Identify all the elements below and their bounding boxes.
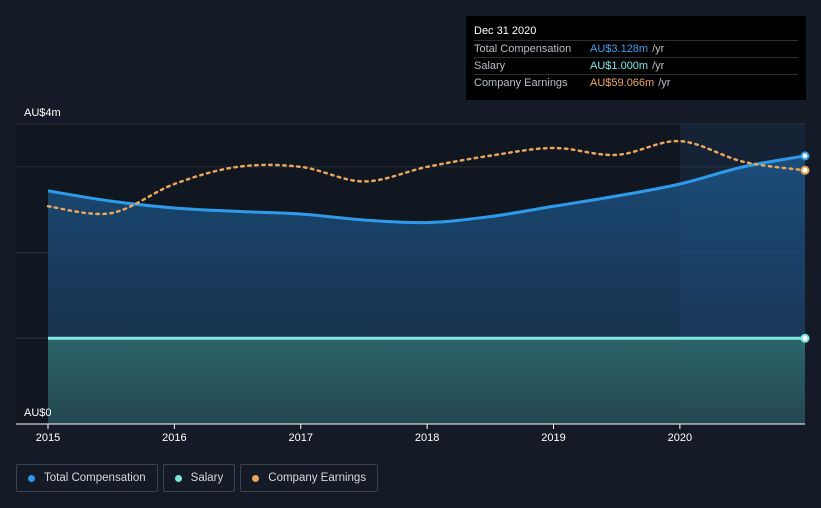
legend-label: Company Earnings [268,472,367,484]
total-compensation-line [47,154,806,225]
tooltip-value: AU$59.066m [590,77,655,89]
x-tick-label: 2016 [162,432,186,444]
x-tick-label: 2019 [541,432,565,444]
x-tick-label: 2017 [289,432,313,444]
legend-item-company-earnings[interactable]: Company Earnings [240,464,379,492]
company-earnings-line [46,139,807,216]
legend-item-salary[interactable]: Salary [162,464,236,492]
salary-end-point [800,333,810,343]
legend: Total Compensation Salary Company Earnin… [16,464,379,492]
y-axis-bottom-label: AU$0 [24,407,52,419]
tooltip-value: AU$1.000m [590,60,649,72]
x-tick-label: 2015 [36,432,60,444]
tooltip-label: Company Earnings [474,77,568,89]
tooltip: Dec 31 2020 Total Compensation AU$3.128m… [466,16,806,100]
tooltip-row-company-earnings: Company Earnings AU$59.066m /yr [474,74,798,91]
tooltip-date: Dec 31 2020 [474,25,537,37]
y-axis-top-label: AU$4m [24,107,61,119]
legend-label: Total Compensation [44,472,146,484]
legend-dot-icon [252,474,260,482]
tooltip-label: Salary [474,60,506,72]
x-tick-label: 2018 [415,432,439,444]
salary-area [48,338,805,424]
tooltip-row-salary: Salary AU$1.000m /yr [474,57,798,74]
x-tick-label: 2020 [668,432,692,444]
company-earnings-end-point [800,165,810,175]
compensation-chart: AU$4m AU$0 2015 2016 2017 2018 2019 2020 [16,107,810,444]
tooltip-unit: /yr [652,43,665,55]
total-compensation-end-point [800,151,810,161]
legend-dot-icon [28,474,35,482]
tooltip-label: Total Compensation [474,43,572,55]
legend-item-total-compensation[interactable]: Total Compensation [16,464,158,492]
tooltip-row-total-compensation: Total Compensation AU$3.128m /yr [474,40,798,57]
tooltip-value: AU$3.128m [590,43,649,55]
legend-label: Salary [190,472,224,484]
legend-dot-icon [174,474,182,482]
tooltip-unit: /yr [652,60,665,72]
tooltip-unit: /yr [658,77,671,89]
